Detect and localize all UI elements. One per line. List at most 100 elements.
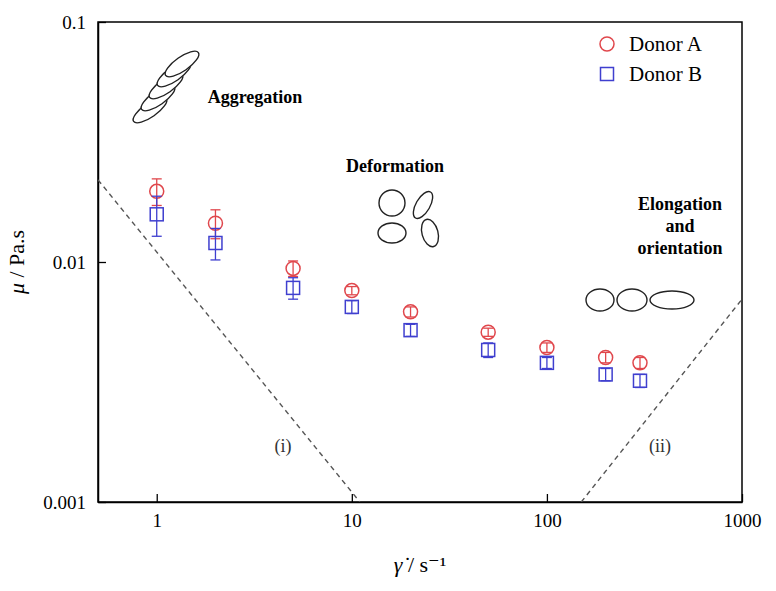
legend: Donor ADonor B [600, 32, 703, 86]
data-point [481, 325, 495, 339]
error-bar [347, 301, 357, 314]
error-bar [635, 358, 645, 369]
cell-icon [409, 189, 436, 222]
y-tick: 0.01 [53, 252, 106, 273]
error-bar-cap [347, 294, 357, 295]
error-bar [542, 358, 552, 369]
cell-icon [419, 217, 442, 248]
cell-icon [162, 47, 203, 81]
error-bar [152, 196, 162, 236]
cell-icon [650, 291, 694, 309]
legend-marker [601, 68, 614, 81]
y-tick-mark [98, 22, 106, 23]
error-bar [483, 343, 493, 358]
error-bar-stem [546, 358, 547, 369]
x-tick-mark [547, 494, 548, 502]
y-axis: 0.001 0.01 0.1 [43, 12, 106, 513]
error-bar-stem [605, 352, 606, 362]
legend-marker [600, 37, 614, 51]
reference-line-label: (i) [275, 436, 292, 457]
annotation-line: Elongation [638, 194, 722, 214]
chart: 1 10 100 1000 0.001 0.01 0.1 γ̇ / s⁻¹ μ / Pa.s (i… [0, 0, 776, 591]
error-bar [601, 352, 611, 362]
error-bar-stem [605, 368, 606, 380]
cell-icons [130, 47, 694, 311]
plot-area [98, 179, 742, 502]
error-bar-stem [488, 343, 489, 358]
error-bar-cap [542, 342, 552, 343]
error-bar-stem [351, 301, 352, 314]
error-bar [210, 228, 220, 260]
data-point [345, 284, 359, 298]
series [150, 196, 646, 387]
error-bar-stem [488, 328, 489, 336]
error-bar-cap [288, 299, 298, 300]
reference-line-label: (ii) [649, 436, 671, 457]
x-axis-title: γ̇ / s⁻¹ [394, 552, 447, 577]
axis-title-unit: / Pa.s [4, 230, 29, 283]
error-bar-stem [292, 261, 293, 277]
x-tick: 10 [343, 494, 362, 531]
data-point [345, 300, 358, 313]
error-bar-cap [483, 336, 493, 337]
x-tick: 100 [533, 494, 562, 531]
error-bar-cap [483, 328, 493, 329]
y-tick-label: 0.1 [62, 12, 86, 33]
error-bar-stem [410, 324, 411, 336]
cell-icon [617, 289, 647, 311]
error-bar [483, 328, 493, 336]
reference-line [98, 180, 360, 502]
legend-label: Donor A [629, 32, 703, 56]
data-point [540, 356, 553, 369]
data-point [599, 368, 612, 381]
data-point [150, 208, 163, 221]
x-tick-label: 100 [533, 510, 562, 531]
x-tick: 1000 [724, 494, 762, 531]
error-bar [542, 343, 552, 352]
y-tick-label: 0.01 [53, 252, 86, 273]
x-axis: 1 10 100 1000 [99, 494, 762, 531]
error-bar [406, 324, 416, 336]
annotation: Aggregation [208, 87, 303, 107]
error-bar-cap [210, 259, 220, 260]
data-point [286, 261, 300, 275]
annotation-line: orientation [638, 238, 723, 258]
data-point [633, 374, 646, 387]
x-tick-mark [352, 494, 353, 502]
data-point [633, 356, 647, 370]
error-bar [347, 287, 357, 295]
error-bar-cap [347, 286, 357, 287]
data-point [482, 343, 495, 356]
data-point [404, 305, 418, 319]
plot-frame [98, 22, 742, 502]
error-bar [601, 368, 611, 380]
x-tick-label: 1 [152, 510, 162, 531]
error-bar-cap [152, 236, 162, 237]
data-point [208, 216, 222, 230]
error-bar-stem [156, 196, 157, 236]
data-point [540, 341, 554, 355]
series [150, 179, 647, 370]
axis-title-symbol: μ [4, 283, 29, 295]
y-tick-mark [98, 502, 106, 503]
annotation-line: and [665, 216, 694, 236]
x-tick-mark [157, 494, 158, 502]
x-tick-mark [742, 494, 743, 502]
data-point [287, 281, 300, 294]
data-point [404, 324, 417, 337]
annotation-line: Aggregation [208, 87, 303, 107]
error-bar-stem [639, 374, 640, 387]
x-tick-label: 1000 [724, 510, 762, 531]
data-point [599, 351, 613, 365]
error-bar-cap [210, 209, 220, 210]
error-bar-cap [288, 277, 298, 278]
cell-icon [378, 223, 406, 243]
y-tick: 0.1 [62, 12, 106, 33]
cell-icon [586, 289, 614, 311]
error-bar [406, 307, 416, 317]
y-tick: 0.001 [43, 492, 106, 513]
y-axis-title: μ / Pa.s [4, 230, 29, 295]
error-bar [635, 374, 645, 387]
error-bar-cap [152, 178, 162, 179]
error-bar-stem [410, 307, 411, 317]
